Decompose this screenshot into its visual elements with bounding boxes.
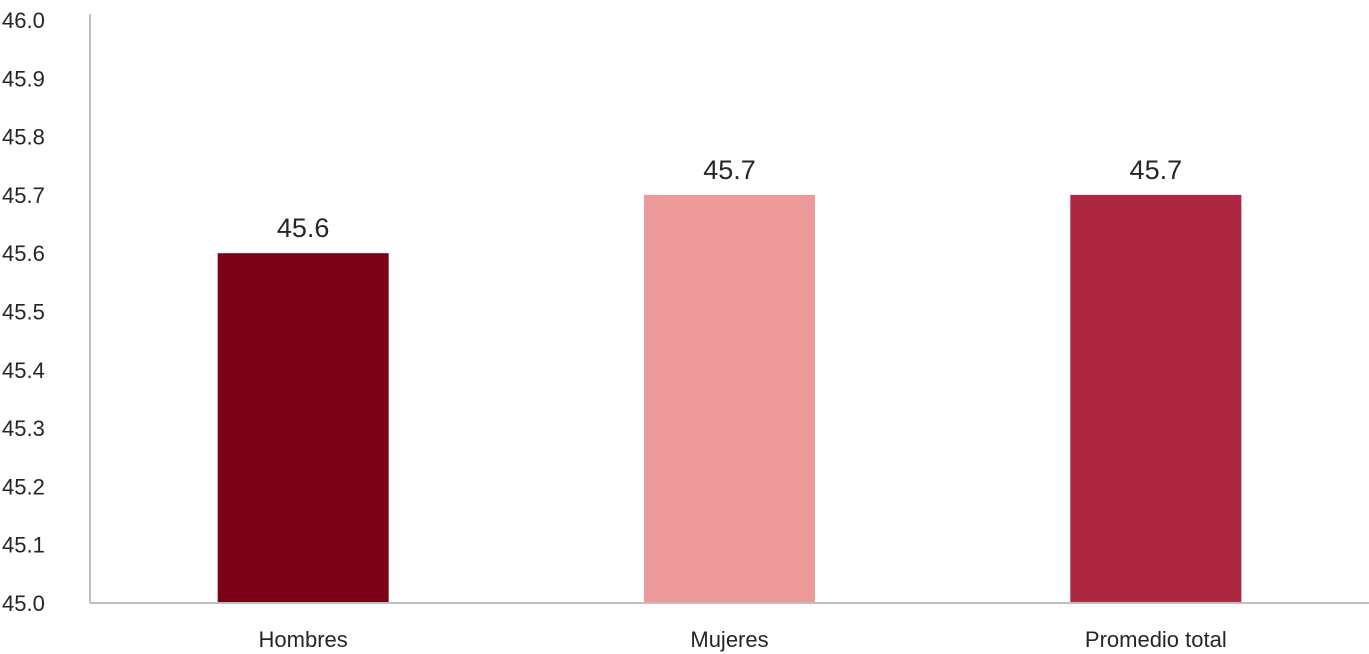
y-tick-label: 45.7	[2, 183, 45, 208]
y-tick-label: 45.3	[2, 416, 45, 441]
y-tick-label: 45.2	[2, 474, 45, 499]
y-axis-ticks: 45.0 45.1 45.2 45.3 45.4 45.5 45.6 45.7 45.8 45.9…	[2, 8, 45, 616]
bar-promedio-total	[1070, 194, 1242, 603]
category-labels-group: Hombres Mujeres Promedio total	[259, 627, 1227, 652]
data-label: 45.6	[277, 213, 330, 243]
x-category-label: Hombres	[259, 627, 348, 652]
bars-group	[217, 194, 1242, 603]
data-label: 45.7	[1130, 155, 1183, 185]
y-tick-label: 45.8	[2, 125, 45, 150]
data-labels-group: 45.6 45.7 45.7	[277, 155, 1182, 243]
y-tick-label: 45.6	[2, 241, 45, 266]
y-tick-label: 45.0	[2, 591, 45, 616]
y-tick-label: 45.4	[2, 358, 45, 383]
y-tick-label: 45.5	[2, 300, 45, 325]
y-tick-label: 45.1	[2, 533, 45, 558]
data-label: 45.7	[703, 155, 756, 185]
bar-mujeres	[644, 194, 815, 603]
x-category-label: Mujeres	[690, 627, 768, 652]
y-tick-label: 45.9	[2, 66, 45, 91]
bar-hombres	[217, 253, 389, 603]
x-category-label: Promedio total	[1085, 627, 1227, 652]
y-tick-label: 46.0	[2, 8, 45, 33]
